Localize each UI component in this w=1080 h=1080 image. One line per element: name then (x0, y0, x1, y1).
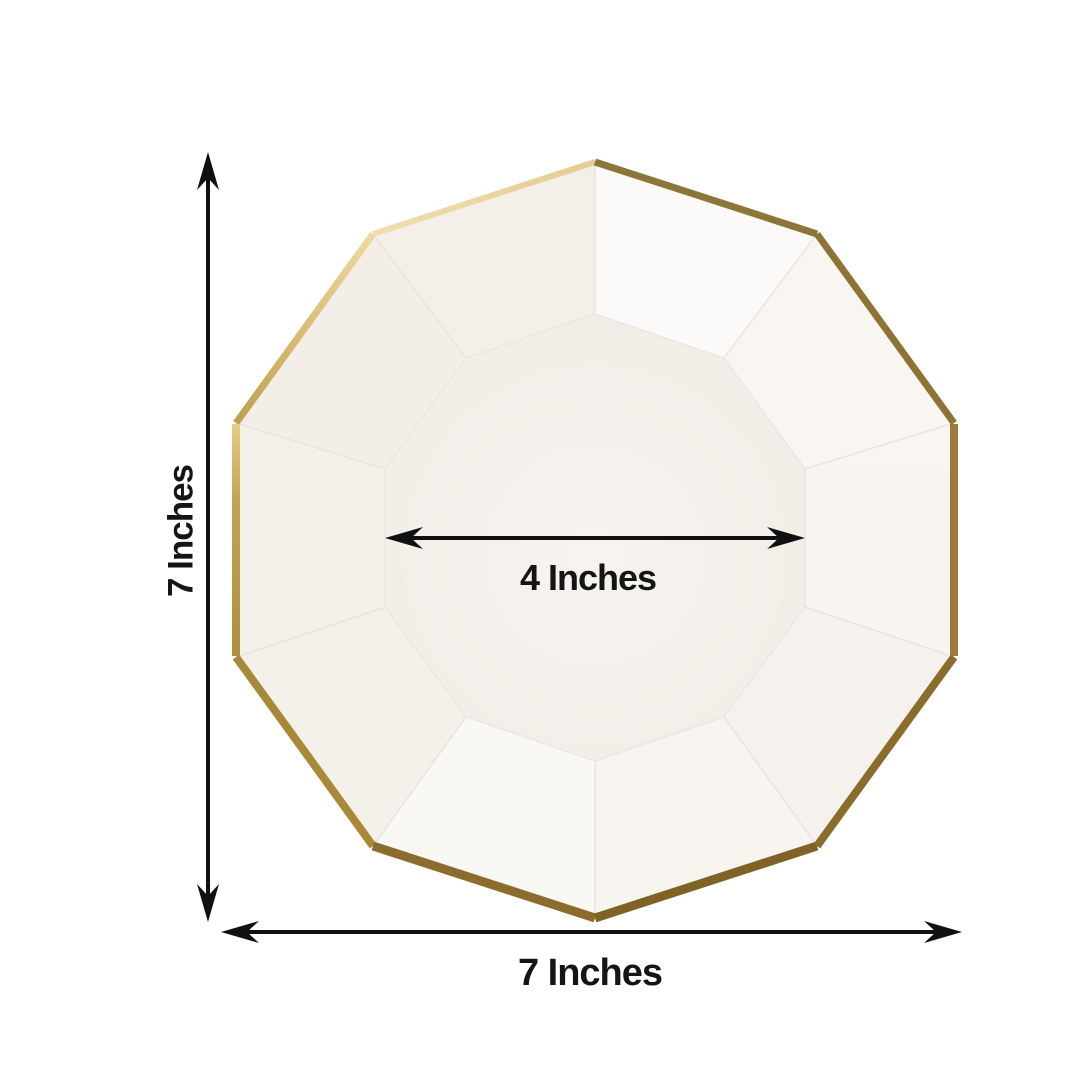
arrowhead-down-icon (197, 884, 219, 922)
plate-facet (595, 162, 817, 358)
plate-facet (373, 162, 595, 358)
height-dimension: 7 Inches (162, 152, 219, 922)
height-dimension-label: 7 Inches (162, 464, 201, 597)
plate-facet (724, 234, 954, 469)
width-dimension: 7 Inches (221, 921, 962, 994)
crease-line (804, 422, 955, 470)
gold-rim-edge (593, 158, 819, 238)
arrowhead-right-icon (767, 527, 805, 549)
crease-line (235, 606, 386, 658)
gold-rim-edge (372, 159, 596, 237)
gold-rim-edge (371, 841, 597, 923)
gold-rim-edge (233, 231, 376, 426)
arrowhead-up-icon (197, 152, 219, 190)
gold-rim-edge (593, 841, 819, 923)
crease-line (235, 422, 386, 470)
plate-facet (236, 423, 385, 657)
crease-line (804, 606, 955, 658)
gold-rim-edge (814, 231, 957, 426)
plate-facet (236, 234, 466, 469)
gold-rim (232, 158, 958, 923)
arrowhead-left-icon (221, 921, 259, 943)
plate-facet (724, 607, 954, 846)
crease-line (723, 716, 818, 847)
width-dimension-label: 7 Inches (518, 952, 662, 994)
plate-facets (236, 162, 954, 918)
plate-creases (235, 162, 955, 918)
arrowhead-right-icon (924, 921, 962, 943)
plate-facet (805, 469, 954, 657)
arrowhead-left-icon (385, 527, 423, 549)
inner-diameter-label: 4 Inches (520, 557, 656, 598)
crease-line (723, 233, 818, 359)
gold-rim-edge (232, 654, 377, 849)
plate-facet (595, 717, 817, 918)
plate-facet (373, 717, 595, 918)
gold-rim-edge (813, 654, 958, 849)
crease-line (372, 233, 467, 359)
plate-facet (236, 607, 466, 846)
crease-line (372, 716, 467, 847)
inner-diameter-dimension: 4 Inches (385, 527, 805, 598)
